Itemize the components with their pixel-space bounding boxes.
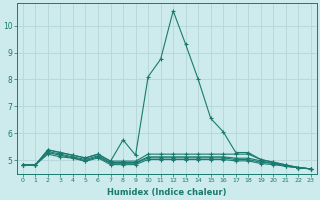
X-axis label: Humidex (Indice chaleur): Humidex (Indice chaleur) — [107, 188, 227, 197]
